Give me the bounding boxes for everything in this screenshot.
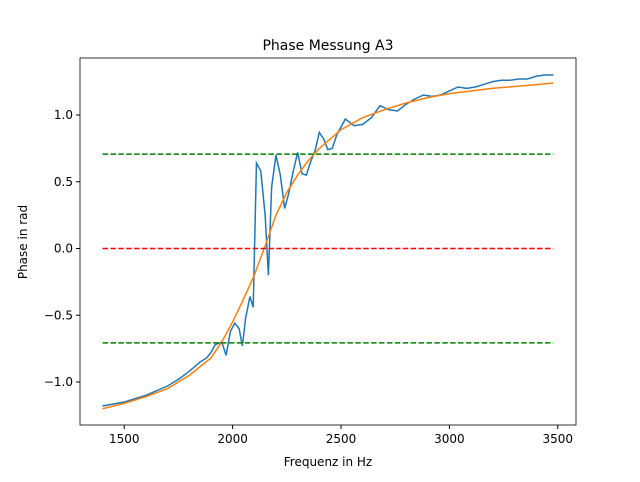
x-axis-label: Frequenz in Hz xyxy=(284,455,372,469)
x-tick-label: 3000 xyxy=(434,432,465,446)
y-tick-label: −1.0 xyxy=(44,375,73,389)
y-tick-label: 0.5 xyxy=(54,175,73,189)
data-line xyxy=(102,74,554,407)
chart-title: Phase Messung A3 xyxy=(262,38,393,54)
y-axis-label: Phase in rad xyxy=(16,205,30,279)
data-line xyxy=(102,82,554,410)
plot-frame xyxy=(79,57,577,426)
y-tick-label: 1.0 xyxy=(54,108,73,122)
x-tick-label: 2000 xyxy=(217,432,248,446)
x-tick-label: 2500 xyxy=(326,432,357,446)
y-tick-label: 0.0 xyxy=(54,242,73,256)
x-tick-label: 1500 xyxy=(109,432,140,446)
x-tick-label: 3500 xyxy=(543,432,574,446)
y-tick-label: −0.5 xyxy=(44,308,73,322)
